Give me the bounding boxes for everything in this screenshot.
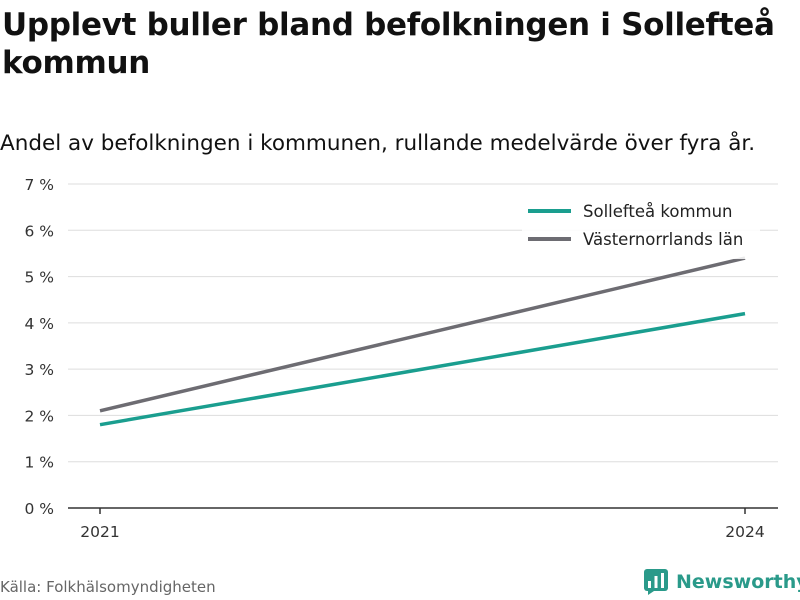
chart-title: Upplevt buller bland befolkningen i Soll… — [2, 7, 775, 81]
legend-background — [522, 197, 760, 259]
legend-label: Sollefteå kommun — [583, 202, 733, 221]
brand-name: Newsworthy — [676, 571, 800, 593]
y-tick-label: 5 % — [24, 269, 54, 287]
y-tick-label: 6 % — [24, 222, 54, 240]
axis-layer: 0 % 1 % 2 % 3 % 4 % 5 % 6 % 7 % 2021 2024 — [24, 176, 778, 541]
series-line-solleftea — [99, 311, 746, 427]
legend-label: Västernorrlands län — [583, 230, 743, 249]
y-tick-label: 3 % — [24, 361, 54, 379]
legend: Sollefteå kommun Västernorrlands län — [522, 197, 760, 259]
y-tick-label: 2 % — [24, 407, 54, 425]
source-note: Källa: Folkhälsomyndigheten — [0, 578, 216, 596]
series-layer — [99, 256, 746, 427]
y-tick-label: 1 % — [24, 454, 54, 472]
y-tick-label: 7 % — [24, 176, 54, 194]
x-tick-label: 2024 — [725, 523, 764, 541]
x-tick-label: 2021 — [80, 523, 119, 541]
y-tick-label: 4 % — [24, 315, 54, 333]
brand-logo: Newsworthy — [644, 569, 800, 595]
chart-subtitle: Andel av befolkningen i kommunen, rullan… — [0, 131, 756, 156]
series-line-vasternorrland — [99, 256, 746, 413]
y-tick-label: 0 % — [24, 500, 54, 518]
bar-chart-icon — [644, 569, 668, 595]
